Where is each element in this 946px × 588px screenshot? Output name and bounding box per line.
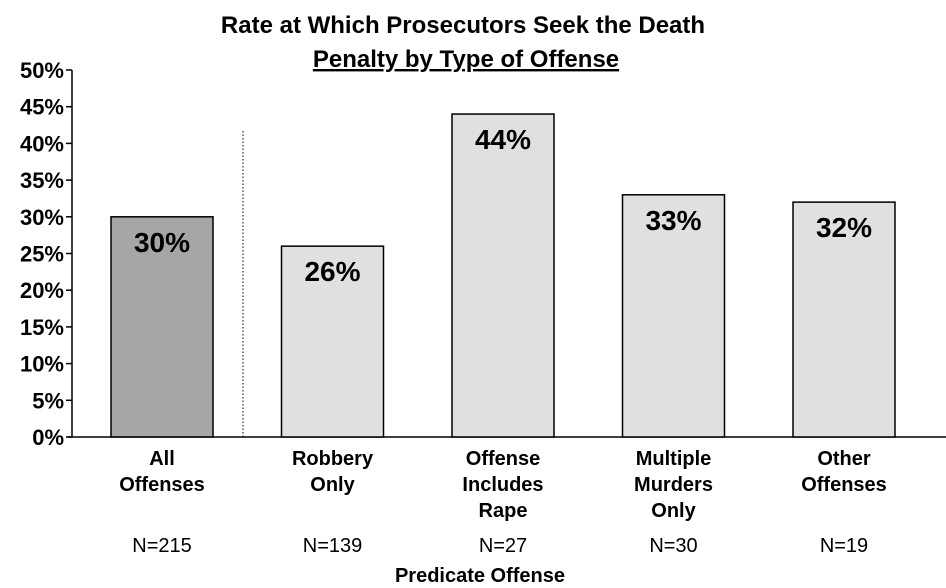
sample-size-label: N=30 bbox=[649, 535, 697, 557]
bar-value-label: 44% bbox=[475, 124, 531, 155]
x-tick-label: Other bbox=[817, 448, 871, 470]
x-tick-label: Includes bbox=[462, 474, 543, 496]
x-tick-label: Robbery bbox=[292, 448, 374, 470]
x-tick-label: Murders bbox=[634, 474, 713, 496]
sample-size-label: N=215 bbox=[132, 535, 192, 557]
x-tick-label: Offenses bbox=[119, 474, 205, 496]
bar bbox=[792, 201, 896, 438]
sample-size-label: N=139 bbox=[303, 535, 363, 557]
x-tick-label: Offenses bbox=[801, 474, 887, 496]
plot-area: 0% 5% 10% 15% 20% 25% 30% 35% 40% 45% 50% 30% All Off… bbox=[20, 58, 946, 557]
bar bbox=[451, 113, 555, 438]
x-axis-label: Predicate Offense bbox=[395, 565, 565, 587]
bar bbox=[280, 245, 385, 438]
y-tick-label: 10% bbox=[20, 352, 64, 377]
y-tick-label: 0% bbox=[32, 425, 64, 450]
y-tick-label: 45% bbox=[20, 95, 64, 120]
y-tick-label: 5% bbox=[32, 388, 64, 413]
bar-value-label: 26% bbox=[304, 256, 360, 287]
x-tick-label: Rape bbox=[479, 500, 528, 522]
chart-title-line1: Rate at Which Prosecutors Seek the Death bbox=[221, 12, 705, 39]
bar-value-label: 32% bbox=[816, 212, 872, 243]
bar bbox=[621, 194, 726, 438]
x-tick-label: Only bbox=[651, 500, 696, 522]
bar bbox=[110, 216, 214, 438]
bar-value-label: 33% bbox=[645, 205, 701, 236]
y-tick-label: 20% bbox=[20, 278, 64, 303]
sample-size-label: N=27 bbox=[479, 535, 527, 557]
y-tick-label: 25% bbox=[20, 242, 64, 267]
x-tick-label: Offense bbox=[466, 448, 540, 470]
y-tick-label: 50% bbox=[20, 58, 64, 83]
x-tick-label: Multiple bbox=[636, 448, 712, 470]
sample-size-label: N=19 bbox=[820, 535, 868, 557]
y-tick-label: 35% bbox=[20, 168, 64, 193]
y-tick-label: 15% bbox=[20, 315, 64, 340]
y-tick-label: 40% bbox=[20, 131, 64, 156]
chart-title-line2: Penalty by Type of Offense bbox=[313, 46, 619, 73]
bar-value-label: 30% bbox=[134, 227, 190, 258]
x-tick-label: Only bbox=[310, 474, 355, 496]
x-tick-label: All bbox=[149, 448, 175, 470]
y-tick-label: 30% bbox=[20, 205, 64, 230]
